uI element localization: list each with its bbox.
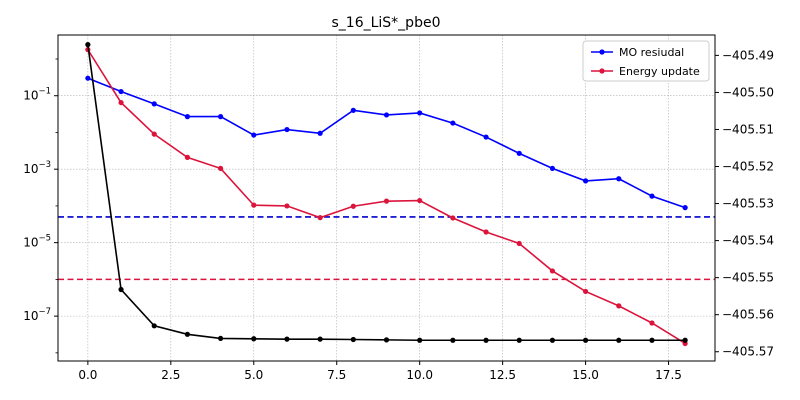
data-point [251,202,257,208]
data-point [184,114,191,120]
data-point [516,150,522,156]
data-point [483,337,489,343]
data-point [616,337,622,343]
data-point [350,336,356,343]
data-point [682,337,688,343]
y-left-tick-label: 10−3 [23,160,51,176]
data-point [417,197,423,204]
data-point [251,132,257,138]
data-point [649,320,655,326]
data-point [483,134,489,140]
data-point [284,126,290,133]
y-right-tick-label: −405.54 [722,234,774,248]
data-point [649,337,655,343]
data-point [450,337,456,343]
data-point [217,114,224,120]
data-point [151,131,157,137]
data-point [549,165,556,172]
data-point [582,337,589,343]
data-point [483,229,489,235]
data-point [350,107,356,113]
legend-label: MO resiudal [619,46,684,59]
data-point [582,288,589,295]
data-point [151,101,157,107]
x-tick-label: 10.0 [406,368,433,382]
data-point [251,336,257,342]
data-point [516,337,522,343]
chart-title: s_16_LiS*_pbe0 [332,15,441,31]
data-point [118,88,124,95]
x-tick-label: 12.5 [489,368,516,382]
data-point [383,112,390,118]
data-point [649,193,655,199]
data-point [85,75,91,81]
x-tick-label: 5.0 [244,368,263,382]
data-point [383,337,390,343]
y-left-tick-label: 10−7 [23,307,51,323]
data-point [383,198,390,204]
data-point [118,286,124,293]
data-point [516,240,522,247]
x-tick-label: 15.0 [572,368,599,382]
legend-box [582,40,710,82]
data-point [682,205,688,211]
x-tick-label: 17.5 [655,368,682,382]
y-left-tick-label: 10−5 [23,234,51,250]
data-point [184,154,191,160]
y-left-tick-label: 10−1 [23,87,51,103]
data-point [549,337,556,343]
series-0 [85,75,688,211]
data-point [582,178,589,184]
axes: 0.0 2.5 5.0 7.5 10.0 12.5 15.0 17.5 10−1 10−3 10−5… [23,48,774,382]
data-point [317,130,323,136]
legend-swatch-marker [599,49,605,55]
data-point [217,165,224,172]
y-right-tick-label: −405.53 [722,197,774,211]
data-point [284,203,290,209]
data-point [284,336,290,342]
legend-item: MO resiudal [591,46,684,59]
data-point [616,303,622,309]
y-right-tick-label: −405.49 [722,48,774,62]
data-point [217,335,224,342]
data-point [549,268,556,274]
legend-item: Energy update [591,65,700,78]
plot-frame [57,34,716,362]
y-right-tick-label: −405.56 [722,308,774,322]
y-right-tick-label: −405.57 [722,345,774,359]
y-right-tick-label: −405.52 [722,160,774,174]
grid-layer [58,35,715,361]
legend-label: Energy update [619,65,700,78]
data-point [417,110,423,116]
legend-swatch-marker [599,68,605,74]
y-right-tick-label: −405.50 [722,85,774,99]
data-point [151,323,157,329]
data-point [317,215,323,221]
x-tick-label: 2.5 [161,368,180,382]
data-point [417,337,423,343]
data-point [317,336,323,342]
legend: MO resiudal Energy update [582,40,710,82]
series-line [87,77,686,209]
data-point [450,120,456,126]
data-point [450,215,456,221]
data-point [184,331,191,337]
series-layer [85,42,688,347]
y-right-tick-label: −405.51 [722,122,774,136]
series-1 [85,47,688,347]
data-point [350,203,356,209]
reference-lines [58,216,715,281]
x-tick-label: 0.0 [78,368,97,382]
x-tick-label: 7.5 [327,368,346,382]
series-line [87,49,686,345]
series-2 [85,42,688,343]
data-point [616,176,622,182]
y-right-tick-label: −405.55 [722,271,774,285]
data-point [118,99,124,106]
data-point [85,42,91,48]
